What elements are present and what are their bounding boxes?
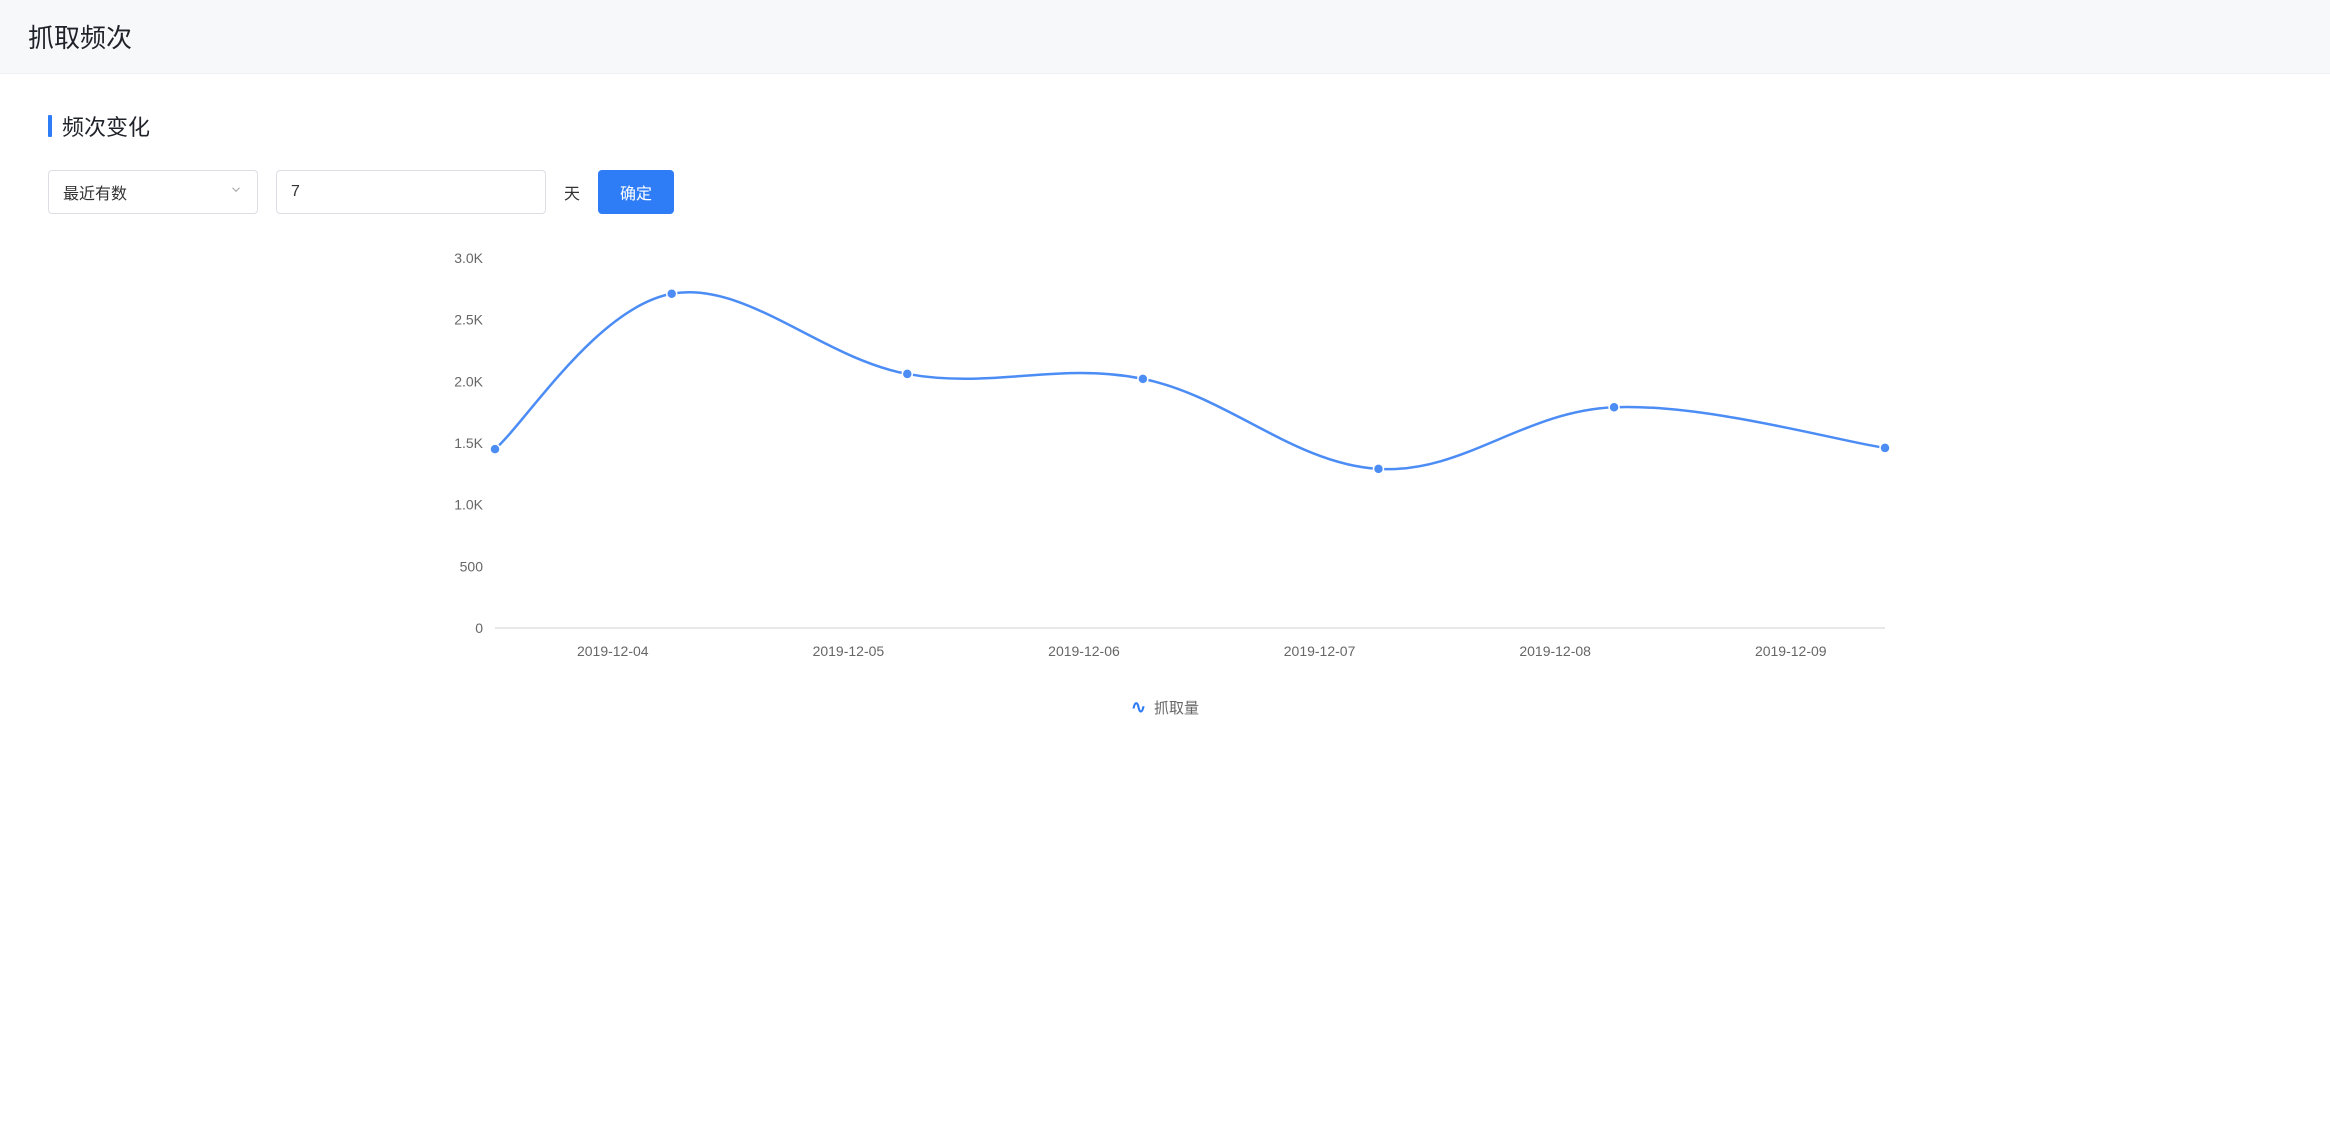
range-select[interactable]: 最近有数 [48, 170, 258, 214]
content-panel: 频次变化 最近有数 天 确定 0 500 1.0K 1.5K 2.0K 2.5K 3.0K 2… [0, 74, 2330, 738]
svg-text:3.0K: 3.0K [454, 250, 483, 266]
page-header: 抓取频次 [0, 0, 2330, 74]
svg-text:2019-12-06: 2019-12-06 [1048, 643, 1120, 659]
range-select-value: 最近有数 [63, 180, 127, 204]
svg-text:2019-12-04: 2019-12-04 [577, 643, 649, 659]
svg-text:2019-12-07: 2019-12-07 [1284, 643, 1356, 659]
svg-text:500: 500 [460, 558, 484, 574]
confirm-button[interactable]: 确定 [598, 170, 674, 214]
svg-text:2.0K: 2.0K [454, 373, 483, 389]
controls-row: 最近有数 天 确定 [48, 170, 2282, 214]
chart-container: 0 500 1.0K 1.5K 2.0K 2.5K 3.0K 2019-12-04 2019-1… [48, 238, 2282, 718]
section-title-text: 频次变化 [62, 110, 150, 142]
svg-text:2019-12-05: 2019-12-05 [813, 643, 885, 659]
days-input[interactable] [276, 170, 546, 214]
days-unit-label: 天 [564, 180, 580, 204]
legend-swatch-icon: ∿ [1131, 697, 1146, 718]
line-chart: 0 500 1.0K 1.5K 2.0K 2.5K 3.0K 2019-12-04 2019-1… [48, 238, 2282, 678]
svg-text:2.5K: 2.5K [454, 312, 483, 328]
legend-label: 抓取量 [1154, 697, 1199, 718]
section-title-bar [48, 115, 52, 137]
svg-text:1.0K: 1.0K [454, 497, 483, 513]
svg-text:1.5K: 1.5K [454, 435, 483, 451]
svg-text:0: 0 [475, 620, 483, 636]
page-title: 抓取频次 [28, 18, 2302, 55]
svg-text:2019-12-08: 2019-12-08 [1519, 643, 1591, 659]
chart-legend: ∿ 抓取量 [48, 697, 2282, 718]
section-title: 频次变化 [48, 110, 2282, 142]
svg-text:2019-12-09: 2019-12-09 [1755, 643, 1827, 659]
chevron-down-icon [229, 183, 243, 202]
